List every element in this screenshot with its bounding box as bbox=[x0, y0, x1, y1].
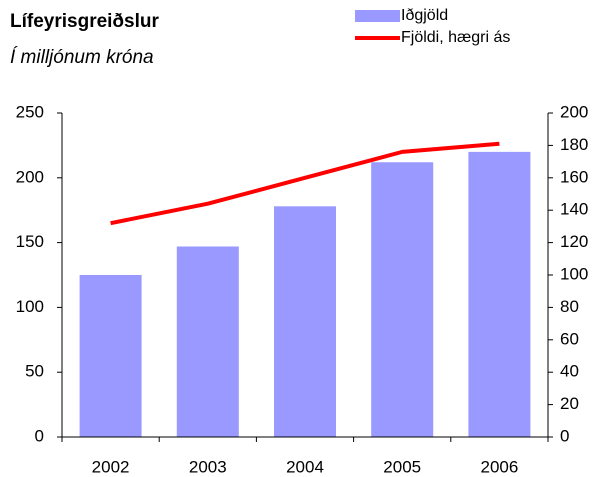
y2-tick-label: 140 bbox=[560, 200, 588, 219]
y2-tick-label: 180 bbox=[560, 135, 588, 154]
bar bbox=[468, 151, 531, 437]
y2-tick-label: 100 bbox=[560, 264, 588, 283]
y-tick-label: 250 bbox=[16, 102, 44, 121]
y-tick-label: 100 bbox=[16, 297, 44, 316]
bar bbox=[79, 275, 142, 437]
x-tick-label: 2005 bbox=[383, 457, 421, 476]
legend-label: Fjöldi, hægri ás bbox=[401, 29, 510, 46]
legend-label: Iðgjöld bbox=[401, 7, 448, 24]
y2-tick-label: 160 bbox=[560, 167, 588, 186]
x-tick-label: 2006 bbox=[480, 457, 518, 476]
y2-tick-label: 40 bbox=[560, 362, 579, 381]
bar bbox=[274, 206, 336, 437]
y-tick-label: 200 bbox=[16, 167, 44, 186]
bar bbox=[371, 162, 434, 438]
y2-tick-label: 20 bbox=[560, 394, 579, 413]
y2-tick-label: 80 bbox=[560, 297, 579, 316]
y2-tick-label: 60 bbox=[560, 329, 579, 348]
x-tick-label: 2002 bbox=[92, 457, 130, 476]
chart-subtitle: Í milljónum króna bbox=[10, 47, 154, 68]
x-tick-label: 2003 bbox=[189, 457, 227, 476]
x-tick-label: 2004 bbox=[286, 457, 324, 476]
legend-swatch bbox=[355, 10, 400, 22]
y2-tick-label: 120 bbox=[560, 232, 588, 251]
y2-tick-label: 200 bbox=[560, 102, 588, 121]
chart-title: Lífeyrisgreiðslur bbox=[10, 11, 159, 32]
y-tick-label: 50 bbox=[25, 362, 44, 381]
y-tick-label: 150 bbox=[16, 232, 44, 251]
y-tick-label: 0 bbox=[35, 426, 44, 445]
bar bbox=[176, 246, 239, 437]
line bbox=[110, 141, 500, 226]
y2-tick-label: 0 bbox=[560, 426, 569, 445]
